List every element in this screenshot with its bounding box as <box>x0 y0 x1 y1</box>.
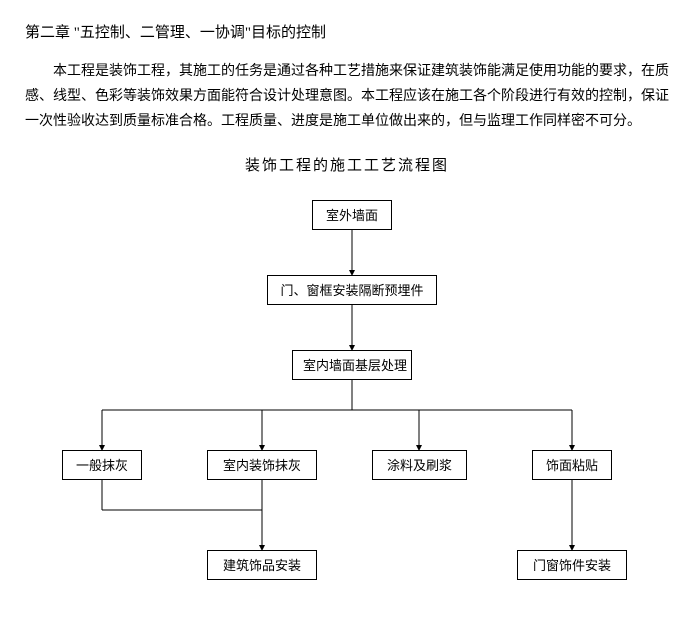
flowchart-container: 室外墙面门、窗框安装隔断预埋件室内墙面基层处理一般抹灰 室内装饰抹灰 涂料及刷浆 饰面… <box>32 200 662 600</box>
flowchart-connectors <box>32 200 662 600</box>
flowchart-node-n3: 室内墙面基层处理 <box>292 350 412 380</box>
flowchart-node-n4: 一般抹灰 <box>62 450 142 480</box>
intro-paragraph: 本工程是装饰工程，其施工的任务是通过各种工艺措施来保证建筑装饰能满足使用功能的要… <box>25 59 669 135</box>
chapter-title: 第二章 "五控制、二管理、一协调"目标的控制 <box>25 20 669 47</box>
flowchart-node-n9: 门窗饰件安装 <box>517 550 627 580</box>
diagram-title: 装饰工程的施工工艺流程图 <box>25 153 669 180</box>
flowchart-node-n8: 建筑饰品安装 <box>207 550 317 580</box>
flowchart-node-n1: 室外墙面 <box>312 200 392 230</box>
flowchart-node-n5: 室内装饰抹灰 <box>207 450 317 480</box>
flowchart-node-n7: 饰面粘贴 <box>532 450 612 480</box>
flowchart-node-n6: 涂料及刷浆 <box>372 450 467 480</box>
flowchart-node-n2: 门、窗框安装隔断预埋件 <box>267 275 437 305</box>
